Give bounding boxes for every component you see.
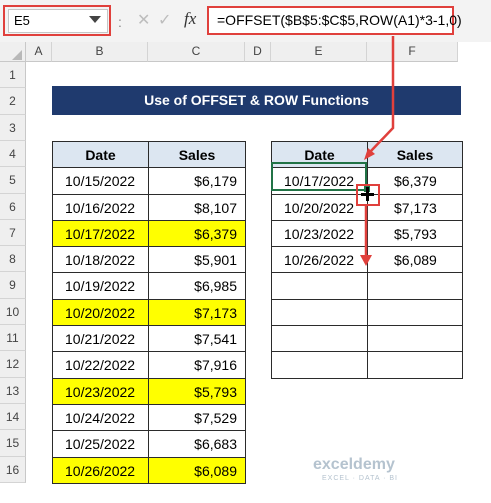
row-header-1[interactable]: 1	[0, 62, 26, 88]
select-all-triangle-icon	[12, 50, 22, 60]
row-header-15[interactable]: 15	[0, 430, 26, 457]
source-date-cell[interactable]: 10/20/2022	[52, 299, 149, 326]
row-header-7[interactable]: 7	[0, 220, 26, 246]
close-icon[interactable]: ✕	[137, 12, 151, 29]
drag-arrow-head	[360, 255, 372, 266]
formula-bar-separator: :	[118, 14, 122, 30]
formula-input[interactable]: =OFFSET($B$5:$C$5,ROW(A1)*3-1,0)	[207, 6, 462, 35]
result-header-sales[interactable]: Sales	[367, 141, 463, 168]
column-header-d[interactable]: D	[245, 42, 271, 62]
row-header-12[interactable]: 12	[0, 351, 26, 378]
row-header-9[interactable]: 9	[0, 272, 26, 299]
check-icon[interactable]: ✓	[158, 12, 172, 29]
insert-function-button[interactable]: fx	[184, 9, 197, 28]
row-header-3[interactable]: 3	[0, 115, 26, 141]
source-date-cell[interactable]: 10/23/2022	[52, 378, 149, 405]
result-sales-cell[interactable]	[367, 351, 463, 379]
row-header-8[interactable]: 8	[0, 246, 26, 272]
row-header-6[interactable]: 6	[0, 194, 26, 220]
row-header-13[interactable]: 13	[0, 378, 26, 404]
column-header-e[interactable]: E	[271, 42, 367, 62]
formula-arrow	[369, 36, 395, 153]
plus-cursor-icon	[361, 187, 374, 201]
chevron-down-icon[interactable]	[89, 16, 101, 23]
watermark-logo: exceldemy	[313, 456, 395, 473]
source-header-sales[interactable]: Sales	[148, 141, 246, 168]
row-header-16[interactable]: 16	[0, 457, 26, 483]
watermark-tagline: EXCEL · DATA · BI	[322, 475, 398, 482]
formula-arrow-head	[364, 148, 375, 160]
source-date-cell[interactable]: 10/17/2022	[52, 220, 149, 247]
source-date-cell[interactable]: 10/26/2022	[52, 457, 149, 484]
row-header-5[interactable]: 5	[0, 167, 26, 194]
row-header-10[interactable]: 10	[0, 299, 26, 325]
column-header-b[interactable]: B	[52, 42, 148, 62]
source-sales-cell[interactable]: $7,173	[148, 299, 246, 326]
column-header-f[interactable]: F	[367, 42, 458, 62]
row-header-14[interactable]: 14	[0, 404, 26, 430]
fill-handle-highlight	[356, 184, 380, 206]
source-sales-cell[interactable]: $5,793	[148, 378, 246, 405]
source-sales-cell[interactable]: $6,089	[148, 457, 246, 484]
column-header-c[interactable]: C	[148, 42, 245, 62]
active-cell-e5[interactable]	[271, 162, 367, 191]
row-header-2[interactable]: 2	[0, 88, 26, 115]
column-header-a[interactable]: A	[26, 42, 52, 62]
row-header-4[interactable]: 4	[0, 141, 26, 167]
name-box-highlight	[3, 5, 111, 36]
row-header-11[interactable]: 11	[0, 325, 26, 351]
